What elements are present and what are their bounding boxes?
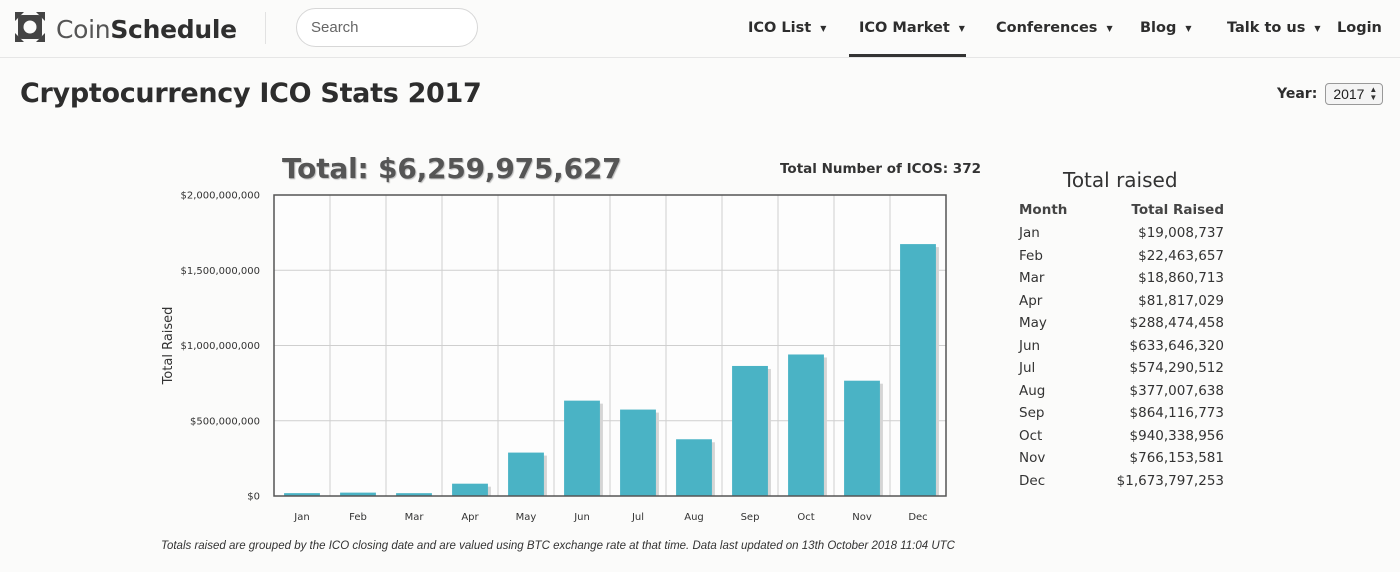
total-number-of-icos: Total Number of ICOS: 372: [780, 161, 981, 177]
row-month: Jan: [1019, 225, 1040, 241]
row-total: $19,008,737: [1138, 225, 1224, 241]
top-navbar: CoinSchedule ICO List▼ ICO Market▼ Confe…: [0, 0, 1400, 58]
row-total: $22,463,657: [1138, 247, 1224, 264]
x-tick-label: Jun: [573, 512, 590, 523]
row-total: $940,338,956: [1129, 427, 1224, 444]
caret-down-icon: ▼: [820, 23, 827, 33]
row-month: Aug: [1019, 382, 1046, 399]
table-row: Nov $766,153,581: [1019, 447, 1224, 470]
table-row: Jul $574,290,512: [1019, 357, 1224, 380]
bar: [564, 400, 600, 496]
logo-text: CoinSchedule: [56, 14, 237, 44]
bar: [284, 493, 320, 496]
row-month: Dec: [1019, 472, 1046, 489]
x-tick-label: Feb: [349, 512, 367, 523]
x-tick-label: Dec: [908, 512, 927, 523]
x-tick-label: Apr: [461, 512, 479, 523]
bar: [788, 354, 824, 496]
row-month: Jun: [1019, 337, 1041, 354]
nav-ico-market[interactable]: ICO Market ▼: [859, 20, 965, 36]
y-tick-label: $1,500,000,000: [180, 266, 260, 277]
caret-down-icon: ▼: [1106, 23, 1113, 33]
table-row: Jun $633,646,320: [1019, 335, 1224, 358]
table-row: Mar $18,860,713: [1019, 267, 1224, 290]
row-total: $574,290,512: [1129, 360, 1224, 376]
header-divider: [265, 12, 266, 44]
row-month: Mar: [1019, 270, 1045, 286]
bar: [508, 452, 544, 496]
y-axis-label: Total Raised: [161, 307, 176, 386]
table-row: Dec $1,673,797,253: [1019, 470, 1224, 493]
x-tick-label: Nov: [852, 512, 872, 523]
caret-down-icon: ▼: [958, 23, 965, 33]
total-raised-summary: Total: $6,259,975,627: [282, 152, 622, 185]
bar: [732, 365, 768, 496]
nav-login[interactable]: Login: [1337, 20, 1382, 36]
x-tick-label: Mar: [405, 512, 425, 523]
x-tick-label: May: [516, 512, 537, 523]
row-total: $633,646,320: [1129, 337, 1224, 354]
row-total: $18,860,713: [1138, 270, 1224, 286]
nav-ico-list[interactable]: ICO List ▼: [748, 20, 827, 36]
row-total: $377,007,638: [1129, 382, 1224, 399]
row-total: $81,817,029: [1138, 292, 1224, 309]
column-total-raised: Total Raised: [1131, 202, 1224, 218]
row-month: Sep: [1019, 405, 1045, 421]
monthly-raised-bar-chart: $0 $500,000,000 $1,000,000,000 $1,500,000,0…: [161, 191, 947, 523]
table-row: Jan $19,008,737: [1019, 222, 1224, 245]
row-month: Nov: [1019, 450, 1046, 466]
logo[interactable]: CoinSchedule: [13, 10, 237, 49]
nav-active-indicator: [849, 54, 966, 57]
footnote: Totals raised are grouped by the ICO clo…: [161, 540, 955, 552]
row-total: $766,153,581: [1129, 450, 1224, 466]
table-header: Month Total Raised: [1019, 202, 1224, 222]
row-month: May: [1019, 315, 1047, 331]
row-total: $288,474,458: [1129, 315, 1224, 331]
caret-down-icon: ▼: [1314, 23, 1321, 33]
year-label: Year:: [1277, 86, 1318, 102]
table-row: Oct $940,338,956: [1019, 425, 1224, 448]
table-row: May $288,474,458: [1019, 312, 1224, 335]
bar: [676, 439, 712, 496]
x-tick-label: Aug: [684, 512, 704, 523]
y-tick-label: $0: [247, 492, 260, 503]
row-month: Apr: [1019, 292, 1043, 309]
x-tick-label: Sep: [741, 512, 760, 523]
page-title: Cryptocurrency ICO Stats 2017: [20, 78, 482, 109]
y-tick-label: $500,000,000: [190, 416, 260, 427]
table-row: Aug $377,007,638: [1019, 380, 1224, 403]
y-tick-label: $2,000,000,000: [180, 191, 260, 202]
row-month: Oct: [1019, 427, 1043, 444]
y-tick-label: $1,000,000,000: [180, 341, 260, 352]
table-row: Sep $864,116,773: [1019, 402, 1224, 425]
nav-blog[interactable]: Blog ▼: [1140, 20, 1192, 36]
table-row: Apr $81,817,029: [1019, 290, 1224, 313]
total-raised-table: Month Total Raised Jan $19,008,737 Feb $22,…: [1019, 202, 1224, 492]
table-row: Feb $22,463,657: [1019, 245, 1224, 268]
search-input[interactable]: [296, 8, 478, 47]
coinschedule-logo-icon: [13, 10, 47, 49]
x-tick-label: Oct: [797, 512, 814, 523]
nav-conferences[interactable]: Conferences ▼: [996, 20, 1113, 36]
caret-down-icon: ▼: [1185, 23, 1192, 33]
nav-talk-to-us[interactable]: Talk to us ▼: [1227, 20, 1321, 36]
bar: [900, 244, 936, 496]
row-month: Feb: [1019, 247, 1043, 264]
bar: [620, 409, 656, 496]
row-month: Jul: [1019, 360, 1036, 376]
x-tick-label: Jul: [631, 512, 644, 523]
row-total: $864,116,773: [1129, 405, 1224, 421]
year-selector: Year: 2017 ▲ ▼: [1277, 83, 1384, 105]
bar: [396, 493, 432, 496]
column-month: Month: [1019, 202, 1068, 218]
plot-frame: [273, 194, 947, 497]
bar: [340, 492, 376, 496]
row-total: $1,673,797,253: [1116, 472, 1224, 489]
bar: [844, 380, 880, 496]
bar: [452, 483, 488, 496]
year-select[interactable]: 2017 ▲ ▼: [1325, 83, 1384, 105]
x-tick-label: Jan: [293, 512, 309, 523]
select-arrows-icon: ▲ ▼: [1369, 85, 1378, 102]
table-title: Total raised: [1063, 168, 1178, 192]
